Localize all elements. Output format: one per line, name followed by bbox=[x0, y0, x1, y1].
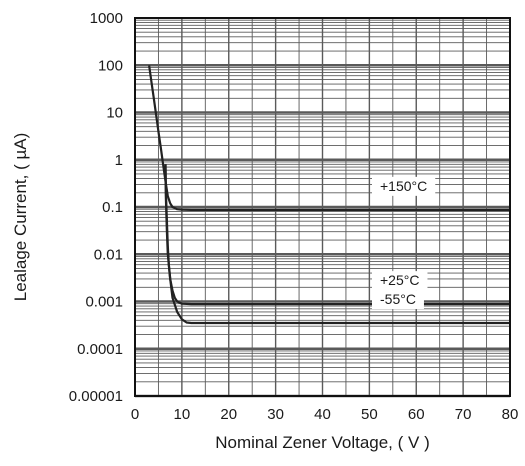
y-tick-label: 1 bbox=[115, 152, 123, 169]
x-tick-label: 40 bbox=[314, 406, 331, 423]
series-label-2: -55°C bbox=[380, 291, 416, 307]
x-tick-label: 0 bbox=[131, 406, 139, 423]
x-axis-label: Nominal Zener Voltage, ( V ) bbox=[215, 433, 429, 452]
series-label-background-2 bbox=[372, 290, 424, 310]
series-label-1: +25°C bbox=[380, 272, 419, 288]
y-tick-label: 0.01 bbox=[94, 246, 123, 263]
x-tick-label: 30 bbox=[267, 406, 284, 423]
y-tick-label: 0.0001 bbox=[77, 341, 123, 358]
y-tick-label: 0.1 bbox=[102, 199, 123, 216]
plot-frame bbox=[134, 17, 511, 397]
series-label-0: +150°C bbox=[380, 178, 427, 194]
x-tick-label: 70 bbox=[455, 406, 472, 423]
tick-labels: 0 10 20 30 40 50 60 70 80 0.00001 0.0001 0.001 0.01 0… bbox=[69, 10, 519, 423]
series-label-background-1 bbox=[372, 271, 428, 291]
y-tick-label: 0.001 bbox=[85, 294, 123, 311]
x-tick-label: 80 bbox=[502, 406, 519, 423]
series-label-background-0 bbox=[372, 176, 436, 196]
y-tick-label: 0.00001 bbox=[69, 388, 123, 405]
x-tick-label: 10 bbox=[174, 406, 191, 423]
series-line-2 bbox=[164, 164, 510, 325]
y-tick-label: 100 bbox=[98, 57, 123, 74]
x-tick-label: 50 bbox=[361, 406, 378, 423]
x-tick-label: 20 bbox=[220, 406, 237, 423]
curves bbox=[148, 65, 510, 325]
curve-labels: +150°C +25°C -55°C bbox=[372, 176, 436, 310]
x-tick-label: 60 bbox=[408, 406, 425, 423]
y-tick-label: 10 bbox=[106, 105, 123, 122]
y-axis-label: Lealage Current, ( µA) bbox=[11, 133, 30, 302]
y-tick-label: 1000 bbox=[90, 10, 123, 27]
